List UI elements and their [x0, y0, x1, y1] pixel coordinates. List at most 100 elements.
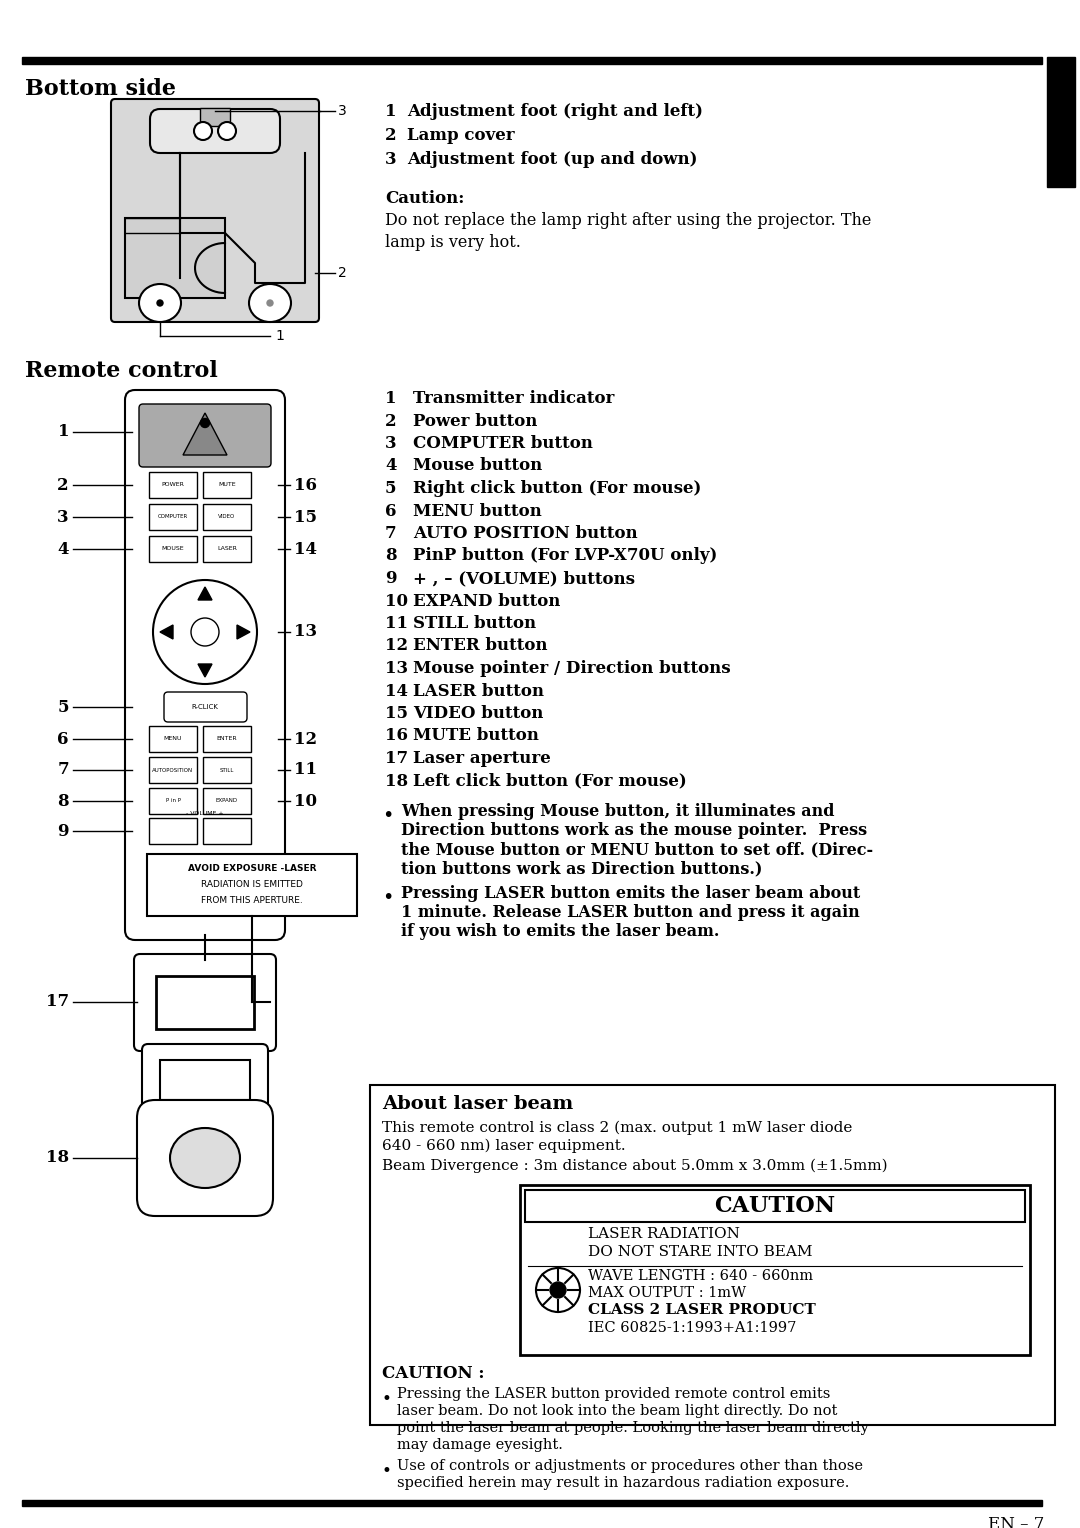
Text: Right click button (For mouse): Right click button (For mouse)	[413, 480, 701, 497]
Bar	[156, 976, 254, 1028]
Bar	[149, 756, 197, 782]
Polygon shape	[237, 625, 249, 639]
Text: R-CLICK: R-CLICK	[191, 704, 218, 711]
Bar	[149, 817, 197, 843]
Text: WAVE LENGTH : 640 - 660nm: WAVE LENGTH : 640 - 660nm	[588, 1268, 813, 1284]
Text: •: •	[382, 1462, 392, 1481]
Text: P in P: P in P	[165, 799, 180, 804]
Bar	[149, 788, 197, 814]
Bar	[147, 854, 357, 915]
Text: VIDEO: VIDEO	[218, 515, 235, 520]
Text: Use of controls or adjustments or procedures other than those: Use of controls or adjustments or proced…	[397, 1459, 863, 1473]
Bar	[149, 472, 197, 498]
Text: STILL button: STILL button	[413, 614, 536, 633]
Text: Power button: Power button	[413, 413, 538, 429]
Text: 7: 7	[57, 761, 69, 778]
Text: CLASS 2 LASER PRODUCT: CLASS 2 LASER PRODUCT	[588, 1303, 815, 1317]
Text: ENTER: ENTER	[217, 736, 238, 741]
Text: 3: 3	[57, 509, 69, 526]
Ellipse shape	[550, 1282, 566, 1297]
Text: 2: 2	[384, 127, 396, 144]
Ellipse shape	[536, 1268, 580, 1313]
Text: 14: 14	[294, 541, 318, 558]
Text: 3: 3	[384, 435, 396, 452]
Text: STILL: STILL	[220, 767, 234, 773]
Bar	[525, 1190, 1025, 1222]
Bar	[203, 504, 251, 530]
Bar	[149, 536, 197, 562]
Text: •: •	[382, 805, 393, 825]
Text: if you wish to emits the laser beam.: if you wish to emits the laser beam.	[401, 923, 719, 940]
Text: 10: 10	[294, 793, 318, 810]
Text: 1: 1	[57, 423, 69, 440]
Text: Remote control: Remote control	[25, 361, 218, 382]
Text: 12: 12	[294, 730, 318, 747]
Text: MUTE button: MUTE button	[413, 727, 539, 744]
Text: MENU: MENU	[164, 736, 183, 741]
Text: MENU button: MENU button	[413, 503, 542, 520]
Text: 17: 17	[384, 750, 408, 767]
Text: 640 - 660 nm) laser equipment.: 640 - 660 nm) laser equipment.	[382, 1138, 625, 1154]
Bar	[203, 472, 251, 498]
Text: 9: 9	[384, 570, 396, 587]
Text: MAX OUTPUT : 1mW: MAX OUTPUT : 1mW	[588, 1287, 746, 1300]
Ellipse shape	[194, 122, 212, 141]
Text: 1: 1	[275, 329, 284, 342]
Text: 1: 1	[384, 390, 396, 406]
Text: 1: 1	[384, 102, 396, 121]
Text: specified herein may result in hazardous radiation exposure.: specified herein may result in hazardous…	[397, 1476, 849, 1490]
Bar	[203, 788, 251, 814]
Ellipse shape	[218, 122, 237, 141]
Text: 1 minute. Release LASER button and press it again: 1 minute. Release LASER button and press…	[401, 905, 860, 921]
Ellipse shape	[201, 419, 210, 428]
Text: 15: 15	[384, 704, 408, 723]
Bar	[22, 57, 1042, 64]
Text: tion buttons work as Direction buttons.): tion buttons work as Direction buttons.)	[401, 860, 762, 877]
Text: laser beam. Do not look into the beam light directly. Do not: laser beam. Do not look into the beam li…	[397, 1404, 837, 1418]
Text: About laser beam: About laser beam	[382, 1096, 573, 1112]
Text: 8: 8	[57, 793, 69, 810]
Text: 13: 13	[384, 660, 408, 677]
Text: EXPAND: EXPAND	[216, 799, 238, 804]
Text: PinP button (For LVP-X70U only): PinP button (For LVP-X70U only)	[413, 547, 717, 564]
Text: ENTER button: ENTER button	[413, 637, 548, 654]
Text: - VOLUME +: - VOLUME +	[186, 811, 224, 816]
Text: Beam Divergence : 3m distance about 5.0mm x 3.0mm (±1.5mm): Beam Divergence : 3m distance about 5.0m…	[382, 1160, 888, 1174]
Text: 3: 3	[384, 151, 396, 168]
Ellipse shape	[157, 299, 163, 306]
Text: AUTO POSITION button: AUTO POSITION button	[413, 526, 637, 542]
Text: 14: 14	[384, 683, 408, 700]
Text: 11: 11	[384, 614, 408, 633]
Text: may damage eyesight.: may damage eyesight.	[397, 1438, 563, 1452]
Text: 15: 15	[294, 509, 318, 526]
Text: MUTE: MUTE	[218, 483, 235, 487]
Text: Adjustment foot (up and down): Adjustment foot (up and down)	[407, 151, 698, 168]
Bar	[203, 817, 251, 843]
Polygon shape	[198, 665, 212, 677]
FancyBboxPatch shape	[134, 953, 276, 1051]
Bar	[203, 726, 251, 752]
Text: Direction buttons work as the mouse pointer.  Press: Direction buttons work as the mouse poin…	[401, 822, 867, 839]
Text: 16: 16	[384, 727, 408, 744]
Text: Do not replace the lamp right after using the projector. The: Do not replace the lamp right after usin…	[384, 212, 872, 229]
Text: 4: 4	[384, 457, 396, 475]
Text: Pressing LASER button emits the laser beam about: Pressing LASER button emits the laser be…	[401, 885, 861, 902]
FancyBboxPatch shape	[141, 1044, 268, 1115]
Text: COMPUTER button: COMPUTER button	[413, 435, 593, 452]
Text: 17: 17	[45, 993, 69, 1010]
Text: CAUTION: CAUTION	[715, 1195, 836, 1216]
Bar	[203, 756, 251, 782]
Text: 4: 4	[57, 541, 69, 558]
Text: Left click button (For mouse): Left click button (For mouse)	[413, 773, 687, 790]
Text: 7: 7	[384, 526, 396, 542]
Text: FROM THIS APERTURE.: FROM THIS APERTURE.	[201, 895, 302, 905]
Text: AVOID EXPOSURE -LASER: AVOID EXPOSURE -LASER	[188, 863, 316, 872]
Text: Pressing the LASER button provided remote control emits: Pressing the LASER button provided remot…	[397, 1387, 831, 1401]
Bar	[125, 219, 225, 298]
Text: 5: 5	[384, 480, 396, 497]
Text: point the laser beam at people. Looking the laser beam directly: point the laser beam at people. Looking …	[397, 1421, 868, 1435]
Text: 18: 18	[45, 1149, 69, 1166]
Ellipse shape	[170, 1128, 240, 1187]
Ellipse shape	[153, 581, 257, 685]
Ellipse shape	[267, 299, 273, 306]
